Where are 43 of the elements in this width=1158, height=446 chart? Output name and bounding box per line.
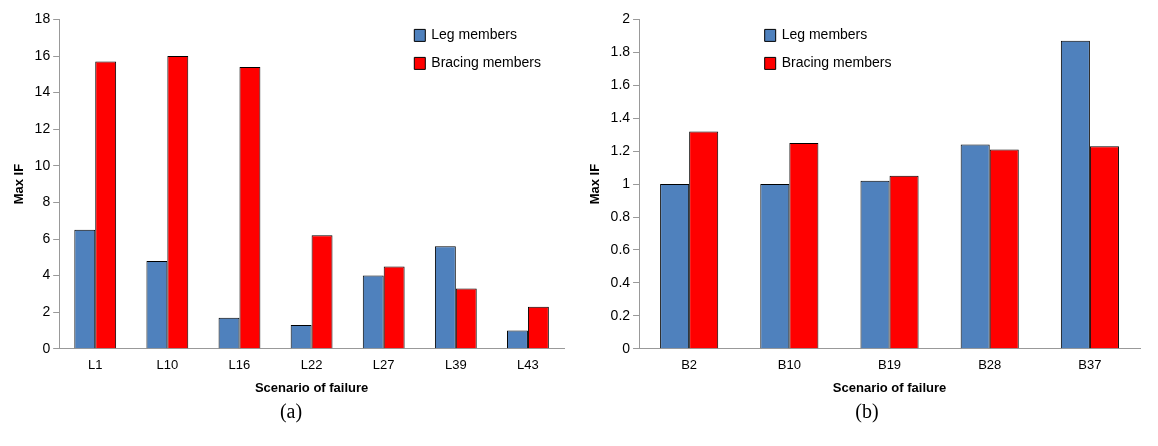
y-tick-label: 0.2 — [610, 306, 631, 323]
y-tick-label: 1 — [622, 174, 631, 191]
x-axis-title: Scenario of failure — [832, 379, 947, 395]
x-tick-label: B28 — [978, 357, 1002, 373]
y-tick-label: 0 — [622, 339, 631, 356]
legend-label: Leg members — [781, 26, 868, 43]
y-tick-label: 1.6 — [610, 76, 631, 93]
y-tick-label: 4 — [42, 266, 51, 283]
y-tick-label: 0 — [42, 339, 51, 356]
x-tick-label: B19 — [877, 357, 902, 373]
legend-label: Bracing members — [781, 54, 892, 71]
legend-label: Bracing members — [431, 54, 541, 71]
y-tick-label: 6 — [42, 229, 51, 246]
legend-label: Leg members — [431, 26, 517, 43]
y-tick-label: 1.2 — [610, 142, 631, 159]
y-tick-label: 1.8 — [610, 43, 631, 60]
y-tick-label: 8 — [42, 193, 51, 210]
x-tick-label: L27 — [372, 357, 395, 373]
y-tick-label: 1.4 — [610, 109, 631, 126]
y-tick-label: 2 — [42, 303, 51, 320]
x-tick-label: L16 — [228, 357, 251, 373]
y-axis-title: Max IF — [587, 163, 603, 205]
y-tick-label: 12 — [34, 120, 51, 137]
x-tick-label: B10 — [777, 357, 801, 373]
y-tick-label: 2 — [622, 10, 631, 27]
text: (a) — [278, 400, 304, 423]
x-tick-label: L22 — [300, 357, 323, 373]
y-tick-label: 18 — [34, 10, 51, 27]
y-tick-label: 16 — [34, 46, 51, 63]
x-tick-label: L39 — [444, 357, 467, 373]
y-tick-label: 0.8 — [610, 207, 631, 224]
x-tick-label: L43 — [517, 357, 539, 373]
y-tick-label: 0.4 — [610, 273, 631, 290]
x-tick-label: B37 — [1078, 357, 1102, 373]
x-axis-title: Scenario of failure — [254, 379, 369, 395]
x-tick-label: B2 — [681, 357, 698, 373]
x-tick-label: L10 — [156, 357, 179, 373]
y-tick-label: 0.6 — [610, 240, 631, 257]
y-tick-label: 14 — [34, 83, 51, 100]
text: (b) — [854, 400, 880, 423]
y-axis-title: Max IF — [11, 163, 27, 205]
y-tick-label: 10 — [34, 156, 51, 173]
x-tick-label: L1 — [88, 357, 103, 373]
